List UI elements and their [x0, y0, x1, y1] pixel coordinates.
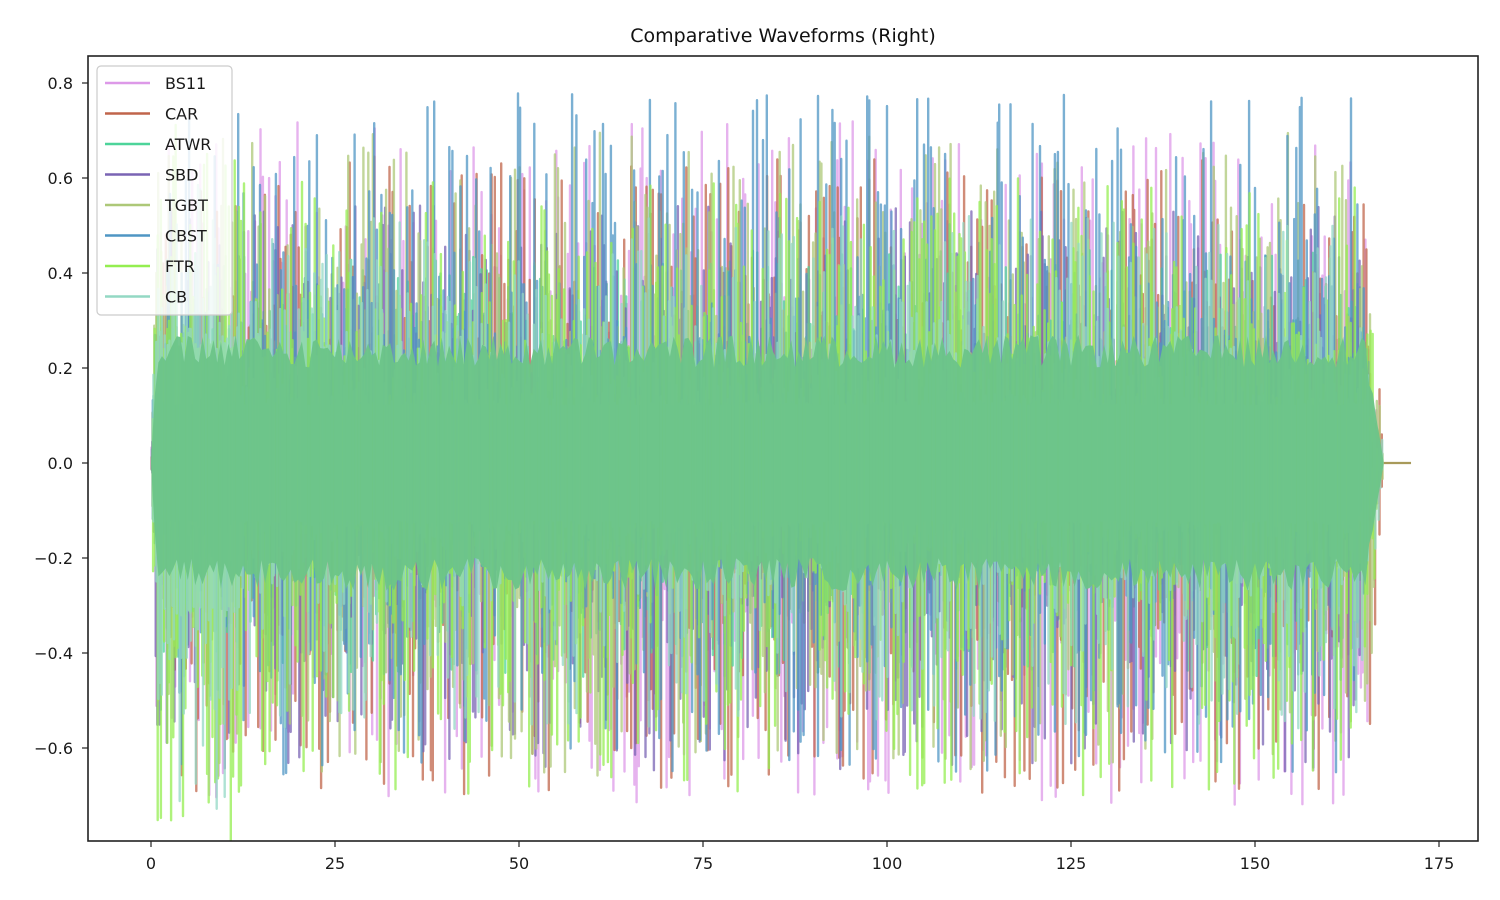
x-tick-label: 175 [1424, 854, 1455, 873]
legend-label: CB [165, 288, 187, 307]
y-tick-label: −0.6 [34, 739, 73, 758]
legend-item-ftr: FTR [105, 257, 195, 276]
x-axis: 0 25 50 75 100 125 150 175 [146, 841, 1454, 873]
x-tick-label: 150 [1240, 854, 1271, 873]
x-tick-label: 25 [325, 854, 345, 873]
legend-label: TGBT [164, 196, 208, 215]
x-tick-label: 100 [872, 854, 903, 873]
legend-label: ATWR [165, 135, 211, 154]
legend-label: FTR [165, 257, 195, 276]
y-tick-label: −0.4 [34, 644, 73, 663]
legend-label: BS11 [165, 74, 206, 93]
x-tick-label: 50 [509, 854, 529, 873]
y-tick-label: 0.0 [48, 454, 73, 473]
y-tick-label: 0.8 [48, 74, 73, 93]
x-tick-label: 0 [146, 854, 156, 873]
x-tick-label: 75 [693, 854, 713, 873]
legend-item-tgbt: TGBT [105, 196, 208, 215]
legend-item-sbd: SBD [105, 166, 198, 185]
legend-label: CBST [165, 227, 207, 246]
y-axis: −0.6 −0.4 −0.2 0.0 0.2 0.4 0.6 0.8 [34, 74, 88, 758]
plot-area [150, 92, 1412, 841]
legend-label: SBD [165, 166, 198, 185]
legend-item-cbst: CBST [105, 227, 207, 246]
x-tick-label: 125 [1056, 854, 1087, 873]
legend-box [96, 65, 233, 316]
chart-title: Comparative Waveforms (Right) [630, 25, 936, 47]
legend: BS11 CAR ATWR SBD TGBT CBST FTR CB [96, 65, 233, 316]
axes-frame [87, 55, 1479, 842]
y-tick-label: 0.6 [48, 169, 73, 188]
y-tick-label: −0.2 [34, 549, 73, 568]
y-tick-label: 0.2 [48, 359, 73, 378]
legend-item-bs11: BS11 [105, 74, 206, 93]
legend-item-cb: CB [105, 288, 187, 307]
dense-core [151, 334, 1384, 591]
legend-item-atwr: ATWR [105, 135, 211, 154]
legend-item-car: CAR [105, 105, 198, 124]
legend-label: CAR [165, 105, 198, 124]
y-tick-label: 0.4 [48, 264, 73, 283]
